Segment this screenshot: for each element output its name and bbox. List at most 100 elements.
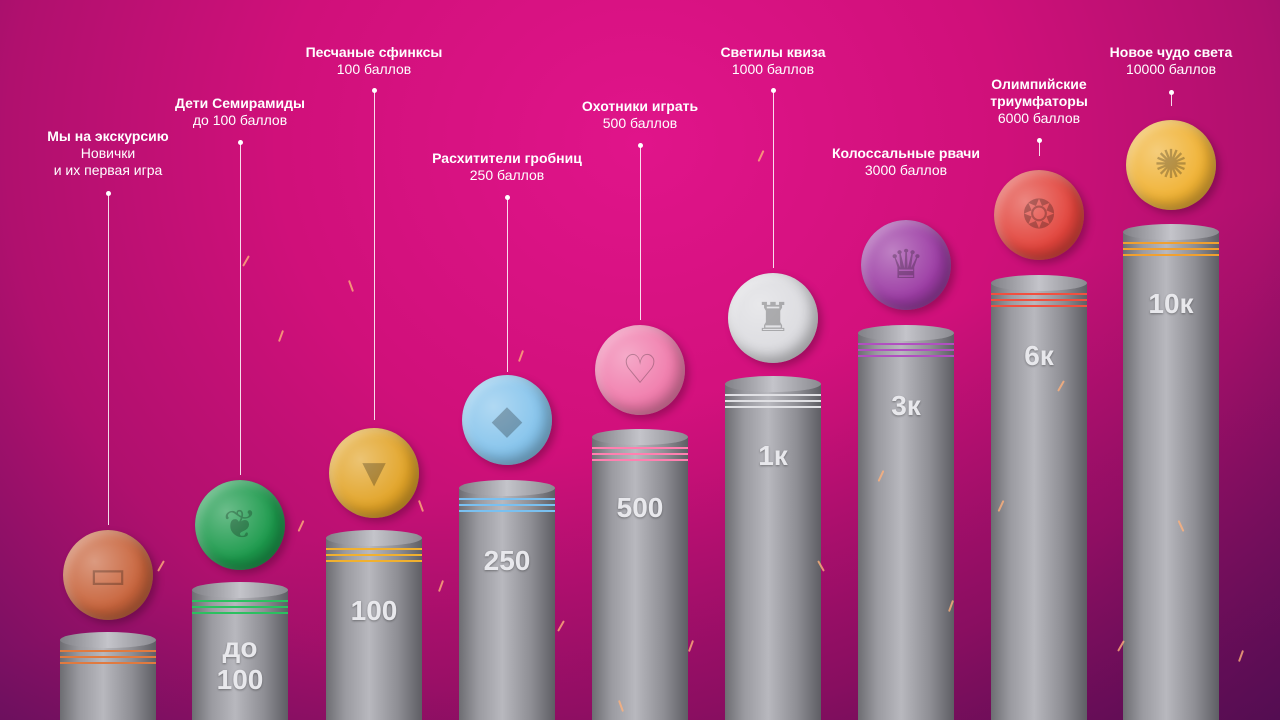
pillar-ring: [725, 400, 821, 402]
pillar-ring: [192, 606, 288, 608]
pillar-label: 100: [216, 664, 264, 695]
pillar-ring: [459, 504, 555, 506]
level-subtitle: 6000 баллов: [997, 110, 1081, 126]
connector-line: [638, 143, 643, 320]
pillar-ring: [991, 299, 1087, 301]
pillar-ring: [592, 459, 688, 461]
flame-icon: ❂: [1022, 193, 1056, 237]
level-coin: ▼: [329, 428, 419, 518]
level-title: Новое чудо света: [1109, 44, 1233, 60]
level-coin: ❦: [195, 480, 285, 570]
level-subtitle: 250 баллов: [469, 167, 545, 183]
pillar-ring: [326, 554, 422, 556]
pillar-label: 6к: [1024, 340, 1054, 371]
pillar-cap: [991, 275, 1087, 291]
pillar-ring: [1123, 254, 1219, 256]
sphinx-cat-icon: ▼: [354, 450, 394, 495]
pillar: 500: [592, 429, 688, 720]
pillar: до 100: [192, 582, 288, 720]
level-subtitle: до 100 баллов: [192, 112, 288, 128]
pillar-cap: [326, 530, 422, 546]
lighthouse-icon: ♜: [755, 296, 791, 340]
pillar-cap: [192, 582, 288, 598]
pillar-label: 3к: [891, 390, 921, 421]
pillar: 1к: [725, 376, 821, 720]
level-coin: ✺: [1126, 120, 1216, 210]
pillar-label: 250: [483, 545, 531, 576]
pillar-ring: [459, 498, 555, 500]
pillar: 3к: [858, 325, 954, 720]
pillar: 6к: [991, 275, 1087, 720]
pillar-label: 100: [350, 595, 398, 626]
level-label: Охотники играть 500 баллов: [530, 98, 750, 132]
level-coin: ♛: [861, 220, 951, 310]
level-subtitle: Новички: [80, 145, 136, 161]
sun-icon: ✺: [1154, 143, 1188, 187]
level-label: Мы на экскурсию Новички и их первая игра: [0, 128, 218, 179]
diamond-icon: ◆: [491, 398, 523, 442]
level-title: Расхитители гробниц: [432, 150, 582, 166]
level-title: Колоссальные рвачи: [831, 145, 981, 161]
level-label: Колоссальные рвачи 3000 баллов: [796, 145, 1016, 179]
pillar-cap: [1123, 224, 1219, 240]
pillar-ring: [1123, 248, 1219, 250]
pillar-label: 500: [616, 492, 664, 523]
level-coin: ◆: [462, 375, 552, 465]
connector-line: [505, 195, 510, 372]
level-label: Расхитители гробниц 250 баллов: [397, 150, 617, 184]
pillar-ring: [326, 560, 422, 562]
level-coin: ❂: [994, 170, 1084, 260]
pillar-ring: [326, 548, 422, 550]
level-title: Олимпийские триумфаторы: [990, 76, 1088, 109]
pillar-ring: [192, 612, 288, 614]
connector-line: [1169, 90, 1174, 106]
pillar: 250: [459, 480, 555, 720]
connector-line: [1037, 138, 1042, 156]
pillar-cap: [592, 429, 688, 445]
level-title: Охотники играть: [581, 98, 699, 114]
pillar: 10к: [1123, 224, 1219, 720]
pillar-ring: [991, 293, 1087, 295]
pillar-label: до: [222, 632, 258, 663]
pillar: 100: [326, 530, 422, 720]
crown-icon: ♛: [888, 243, 924, 287]
pillar-ring: [592, 447, 688, 449]
pillar-ring: [60, 662, 156, 664]
level-title: Дети Семирамиды: [175, 95, 305, 111]
level-label: Олимпийские триумфаторы 6000 баллов: [929, 76, 1149, 127]
pillar-ring: [459, 510, 555, 512]
pillar-cap: [725, 376, 821, 392]
connector-line: [106, 191, 111, 525]
connector-line: [771, 88, 776, 268]
pillar-ring: [858, 343, 954, 345]
pillar-cap: [459, 480, 555, 496]
level-title: Песчаные сфинксы: [305, 44, 443, 60]
pillar-ring: [725, 394, 821, 396]
level-subtitle: 3000 баллов: [864, 162, 948, 178]
pillar-ring: [1123, 242, 1219, 244]
level-label: Дети Семирамиды до 100 баллов: [130, 95, 350, 129]
pillar: [60, 632, 156, 720]
pillar-ring: [60, 650, 156, 652]
connector-line: [372, 88, 377, 420]
level-coin: ▭: [63, 530, 153, 620]
suitcase-icon: ▭: [89, 553, 127, 597]
level-label: Песчаные сфинксы 100 баллов: [264, 44, 484, 78]
level-title: Светилы квиза: [720, 44, 826, 60]
level-subtitle: 500 баллов: [602, 115, 678, 131]
pillar-label: 1к: [758, 440, 788, 471]
pillar-cap: [858, 325, 954, 341]
level-label: Новое чудо света 10000 баллов: [1061, 44, 1280, 78]
pillar-ring: [725, 406, 821, 408]
level-subtitle: 100 баллов: [336, 61, 412, 77]
pillar-ring: [192, 600, 288, 602]
pillar-ring: [858, 355, 954, 357]
pillar-cap: [60, 632, 156, 648]
level-subtitle: и их первая игра: [53, 162, 163, 178]
level-label: Светилы квиза 1000 баллов: [663, 44, 883, 78]
pillar-ring: [60, 656, 156, 658]
connector-line: [238, 140, 243, 475]
heart-icon: ♡: [622, 348, 658, 392]
level-coin: ♜: [728, 273, 818, 363]
leaves-icon: ❦: [223, 503, 257, 547]
